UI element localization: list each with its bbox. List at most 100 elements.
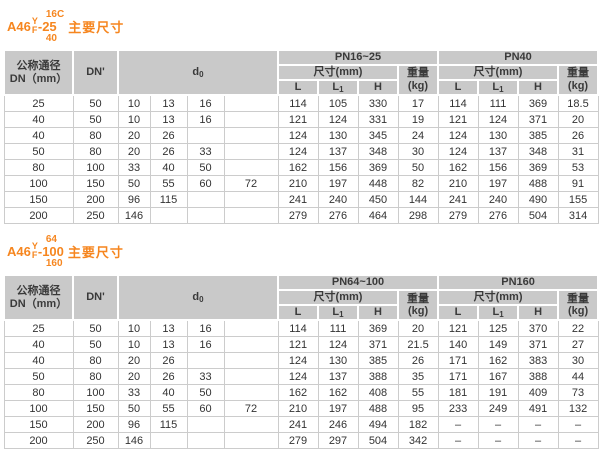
table-row: 150 200 96 115 241 240 450 144 241 240 490 155 [3,191,599,209]
table-row: 100 150 50 55 60 72 210 197 448 82 210 197 488 91 [3,175,599,193]
title-suffix: 主要尺寸 [68,19,125,35]
cell [223,432,279,450]
cell: 130 [317,127,359,145]
cell: 331 [357,111,399,129]
cell [186,207,225,225]
table-row: 40 50 10 13 16 121 124 371 21.5 140 149 371 27 [3,336,599,354]
table-row: 200 250 146 279 297 504 342– – – – [3,432,599,450]
cell: 200 [3,207,74,225]
cell: 182 [397,416,439,434]
cell: 137 [317,368,359,386]
cell: 146 [117,207,151,225]
cell: 95 [397,400,439,418]
table-row: 80 100 33 40 50 162 162 408 55 181 191 409 73 [3,384,599,402]
cell: 91 [557,175,599,193]
cell: 149 [477,336,519,354]
header-size-label: 尺寸(mm) [437,289,560,307]
cell: 114 [277,319,319,338]
cell: 124 [437,143,479,161]
cell [223,368,279,386]
cell: 488 [357,400,399,418]
cell: 162 [277,159,319,177]
cell: 24 [397,127,439,145]
cell: – [517,416,559,434]
cell [186,352,225,370]
table-row: 40 80 20 26 124 130 385 26 171 162 383 30 [3,352,599,370]
header-l1: L1 [317,78,359,97]
cell: 96 [117,191,151,209]
header-cell-d0: d0 [117,48,279,97]
cell: 26 [397,352,439,370]
cell: 171 [437,352,479,370]
cell: 124 [317,111,359,129]
cell [149,207,188,225]
section-title: A46 Y F 64 -100 160 主要尺寸 [7,231,597,271]
cell: 27 [557,336,599,354]
header-group-pn64-100: PN64~100 [276,274,440,292]
cell: 53 [557,159,599,177]
table-row: 25 50 10 13 16 114 111 369 20 121 125 370 22 [3,319,599,338]
cell: 348 [357,143,399,161]
cell: 200 [3,432,74,450]
rating-bottom: 160 [45,257,63,269]
cell: 115 [149,191,188,209]
cell: 33 [186,368,225,386]
cell: 279 [277,432,319,450]
rating-bottom: 40 [45,32,57,44]
title-suffix: 主要尺寸 [67,244,124,260]
cell: 55 [149,175,188,193]
cell: 30 [397,143,439,161]
cell: 80 [3,384,74,402]
cell: 171 [437,368,479,386]
table-row: 100 150 50 55 60 72 210 197 488 95 233 249 491 132 [3,400,599,418]
cell: 72 [223,175,279,193]
cell: 50 [3,143,74,161]
cell: 115 [149,416,188,434]
cell [186,127,225,145]
dimensions-table-2: 公称通径 DN（mm） DN' d0 PN64~100 PN160 尺寸(mm)… [3,274,600,450]
cell: 50 [72,94,119,113]
cell: 50 [186,384,225,402]
header-group-pn40: PN40 [436,49,600,66]
pressure-rating-stack: 64 -100 160 [38,234,64,269]
cell: 26 [149,368,188,386]
header-l: L [277,304,319,322]
rating-mid: -25 [37,18,57,34]
cell: 385 [517,127,559,145]
cell: 121 [437,111,479,129]
cell: 388 [357,368,399,386]
cell: 10 [117,111,151,129]
cell: 298 [397,207,439,225]
cell: 162 [437,159,479,177]
cell: 124 [277,127,319,145]
cell: 409 [517,384,559,402]
cell: 385 [357,352,399,370]
cell: 50 [72,319,119,338]
cell: 50 [72,111,119,129]
cell: 146 [117,432,151,450]
cell: 162 [317,384,359,402]
cell [149,432,188,450]
cell: 371 [357,336,399,354]
header-cell-dn2: DN' [72,274,119,322]
cell: 137 [477,143,519,161]
cell: 80 [3,159,74,177]
cell: 20 [557,111,599,129]
cell [223,207,279,225]
cell: 369 [357,319,399,338]
catalog-page: A46 Y F 16C -25 40 主要尺寸 公称通径 DN（mm） [3,9,600,450]
cell: 17 [397,94,439,113]
header-weight-label: 重量 (kg) [396,289,440,322]
cell: 156 [317,159,359,177]
cell: 100 [72,384,119,402]
valve-type-top: Y [31,16,38,26]
cell: 150 [72,175,119,193]
header-weight-label: 重量 (kg) [556,63,600,97]
header-cell-dn: 公称通径 DN（mm） [3,274,74,322]
header-cell-dn: 公称通径 DN（mm） [3,48,74,97]
cell: 55 [149,400,188,418]
cell: 241 [277,416,319,434]
cell: 369 [517,94,559,113]
cell: 80 [72,127,119,145]
cell: 197 [477,175,519,193]
